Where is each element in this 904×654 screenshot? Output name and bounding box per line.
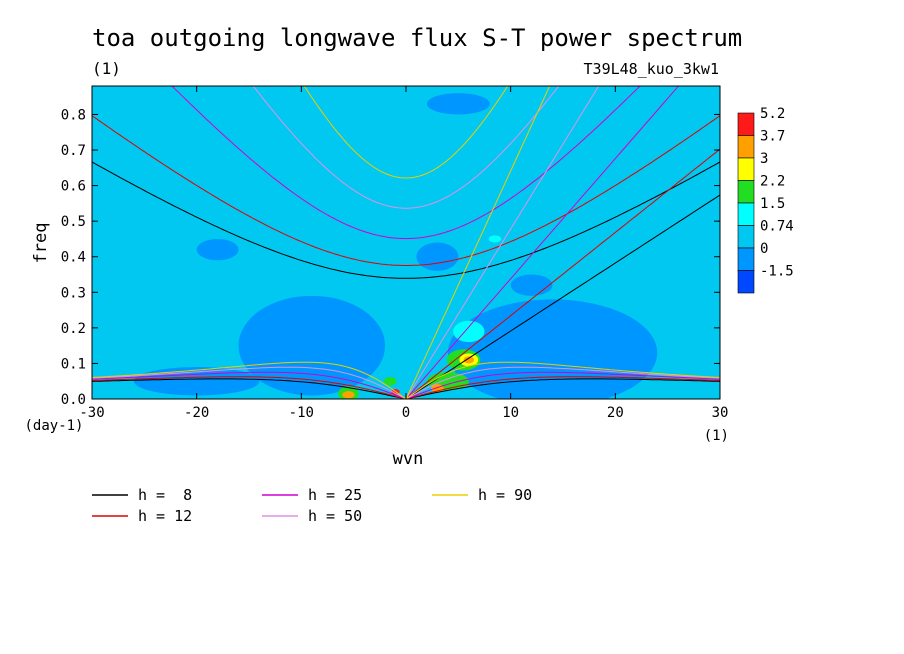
colorbar-label: 0.74: [760, 219, 794, 235]
colorbar-swatch: [737, 180, 755, 204]
rossby-curve: [92, 366, 720, 399]
colorbar-swatch: [737, 112, 755, 136]
colorbar-swatch: [737, 135, 755, 159]
y-axis-label: freq: [31, 223, 51, 264]
y-tick-label: 0.4: [61, 250, 86, 266]
colorbar-label: 5.2: [760, 106, 785, 122]
y-tick-label: 0.3: [61, 285, 86, 301]
colorbar-label: 3: [760, 151, 768, 167]
dispersion-curves: [92, 86, 720, 399]
power-patch: [342, 391, 355, 399]
inertia-gravity-curve: [171, 86, 641, 240]
power-patch: [196, 238, 239, 261]
colorbar-swatch: [737, 225, 755, 249]
power-patch: [510, 274, 553, 296]
kelvin-curve: [405, 148, 720, 399]
power-patch: [416, 242, 459, 271]
x-axis: -30 -20 -10 0 10 20 30: [79, 86, 728, 421]
x-tick-label: 20: [607, 405, 624, 421]
y-tick-label: 0.1: [61, 356, 86, 372]
x-axis-units: (1): [704, 428, 729, 444]
power-patch: [133, 366, 260, 396]
x-tick-label: -30: [79, 405, 104, 421]
power-patch: [463, 356, 475, 364]
legend-label: h = 8: [138, 486, 192, 504]
kelvin-curve: [405, 86, 551, 399]
x-axis-label: wvn: [393, 449, 424, 469]
kelvin-curve: [405, 86, 600, 399]
power-patch: [488, 235, 502, 243]
colorbar-swatch: [737, 247, 755, 271]
legend-label: h = 25: [308, 486, 362, 504]
inertia-gravity-curve: [92, 161, 720, 279]
inertia-gravity-curve: [303, 86, 509, 179]
y-axis: 0.0 0.1 0.2 0.3 0.4 0.5 0.6 0.7 0.8: [61, 107, 720, 408]
x-tick-label: -10: [289, 405, 314, 421]
colorbar-label: 2.2: [760, 174, 785, 190]
x-tick-label: 0: [402, 405, 410, 421]
colorbar-label: -1.5: [760, 264, 794, 280]
inertia-gravity-curve: [92, 115, 720, 266]
x-tick-label: 30: [712, 405, 729, 421]
power-patch: [453, 320, 485, 343]
kelvin-curve: [405, 194, 720, 399]
y-tick-label: 0.2: [61, 321, 86, 337]
y-tick-label: 0.8: [61, 107, 86, 123]
y-tick-label: 0.6: [61, 179, 86, 195]
colorbar-label: 0: [760, 241, 768, 257]
colorbar-swatch: [737, 202, 755, 226]
experiment-label: T39L48_kuo_3kw1: [584, 60, 719, 78]
title-units: (1): [92, 59, 121, 78]
colorbar-swatch: [737, 157, 755, 181]
y-tick-label: 0.5: [61, 214, 86, 230]
inertia-gravity-curve: [252, 86, 560, 209]
kelvin-curve: [405, 86, 680, 399]
rossby-curve: [92, 376, 720, 399]
colorbar-swatch: [737, 270, 755, 294]
rossby-curve: [92, 361, 720, 399]
colorbar: 5.2 3.7 3 2.2 1.5 0.74 0 -1.5: [737, 106, 794, 294]
legend: h = 8 h = 12 h = 25 h = 50 h = 90: [92, 486, 532, 525]
y-tick-label: 0.0: [61, 392, 86, 408]
power-patch: [426, 93, 490, 115]
legend-label: h = 90: [478, 486, 532, 504]
power-patch: [384, 376, 397, 386]
legend-label: h = 12: [138, 507, 192, 525]
legend-label: h = 50: [308, 507, 362, 525]
x-tick-label: 10: [502, 405, 519, 421]
colorbar-label: 3.7: [760, 129, 785, 145]
y-tick-label: 0.7: [61, 143, 86, 159]
colorbar-label: 1.5: [760, 196, 785, 212]
y-axis-units: (day-1): [24, 418, 83, 434]
rossby-curve: [92, 371, 720, 399]
rossby-curve: [92, 378, 720, 399]
x-tick-label: -20: [184, 405, 209, 421]
power-patch: [238, 295, 386, 396]
chart-title: toa outgoing longwave flux S-T power spe…: [92, 24, 742, 52]
